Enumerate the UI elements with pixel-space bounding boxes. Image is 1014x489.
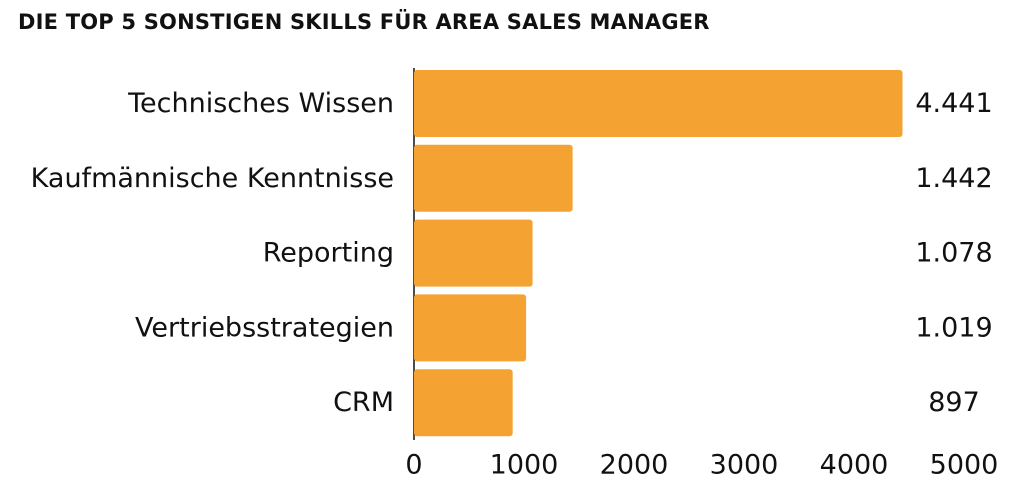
value-labels: 4.441 1.442 1.078 1.019 897 — [915, 88, 992, 418]
x-tick-label-1000: 1000 — [490, 450, 559, 481]
x-tick-label-0: 0 — [405, 450, 422, 481]
chart-title: DIE TOP 5 SONSTIGEN SKILLS FÜR AREA SALE… — [18, 10, 710, 34]
category-label-vertriebsstrategien: Vertriebsstrategien — [135, 312, 394, 343]
x-tick-label-5000: 5000 — [930, 450, 999, 481]
category-label-crm: CRM — [333, 387, 394, 418]
category-label-technisches-wissen: Technisches Wissen — [127, 88, 394, 119]
category-labels: Technisches Wissen Kaufmännische Kenntnis… — [31, 88, 394, 418]
value-label-crm: 897 — [928, 387, 980, 418]
bar-crm — [414, 369, 513, 437]
value-label-kaufmaennische-kenntnisse: 1.442 — [915, 163, 992, 194]
category-label-reporting: Reporting — [263, 238, 394, 269]
x-tick-label-3000: 3000 — [710, 450, 779, 481]
bars-group — [414, 70, 903, 437]
value-label-technisches-wissen: 4.441 — [915, 88, 992, 119]
x-axis-ticks: 0 1000 2000 3000 4000 5000 — [405, 450, 998, 481]
x-tick-label-2000: 2000 — [600, 450, 669, 481]
bar-technisches-wissen — [414, 70, 903, 137]
category-label-kaufmaennische-kenntnisse: Kaufmännische Kenntnisse — [31, 163, 394, 194]
bar-reporting — [414, 219, 533, 287]
bar-kaufmaennische-kenntnisse — [414, 144, 573, 212]
bar-vertriebsstrategien — [414, 294, 527, 362]
value-label-vertriebsstrategien: 1.019 — [915, 312, 992, 343]
x-tick-label-4000: 4000 — [820, 450, 889, 481]
value-label-reporting: 1.078 — [915, 238, 992, 269]
